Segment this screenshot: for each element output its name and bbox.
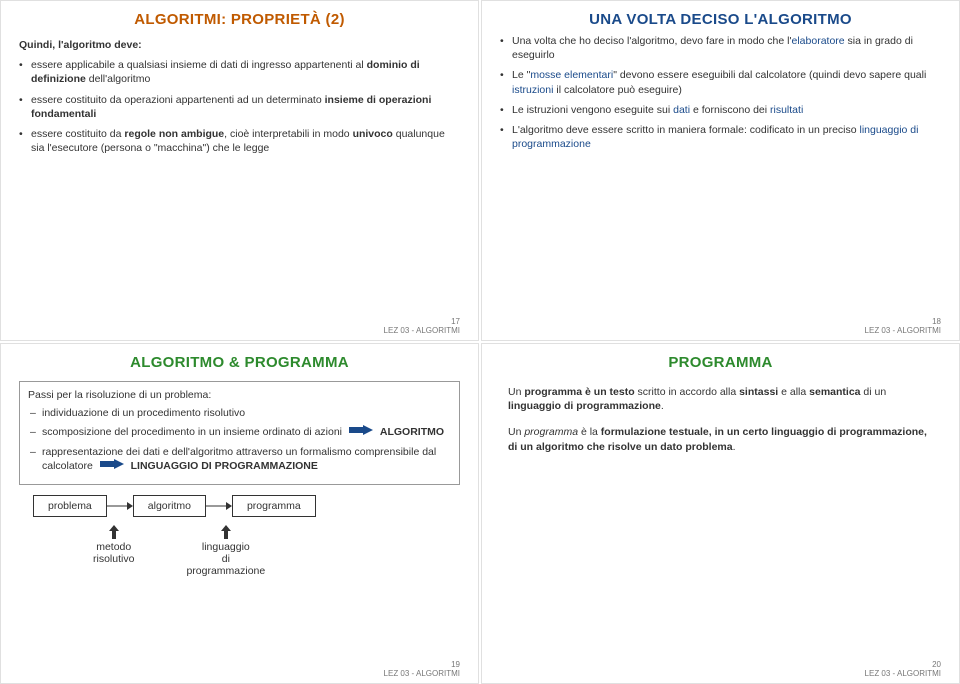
highlight: mosse elementari bbox=[530, 69, 613, 81]
slide-footer: 17 LEZ 03 - ALGORITMI bbox=[19, 314, 460, 336]
slide-18: UNA VOLTA DECISO L'ALGORITMO Una volta c… bbox=[481, 0, 960, 341]
footer-label: LEZ 03 - ALGORITMI bbox=[19, 327, 460, 336]
highlight: dati bbox=[673, 104, 690, 116]
slide-20: PROGRAMMA Un programma è un testo scritt… bbox=[481, 343, 960, 684]
highlight: istruzioni bbox=[512, 84, 553, 96]
bullet-item: Le istruzioni vengono eseguite sui dati … bbox=[500, 103, 941, 117]
bullet-item: L'algoritmo deve essere scritto in manie… bbox=[500, 123, 941, 151]
flow-labels: metodorisolutivo linguaggiodiprogrammazi… bbox=[47, 525, 460, 577]
slide-17: ALGORITMI: PROPRIETÀ (2) Quindi, l'algor… bbox=[0, 0, 479, 341]
dash-item: individuazione di un procedimento risolu… bbox=[28, 406, 451, 420]
bullet-item: essere costituito da operazioni apparten… bbox=[19, 93, 460, 121]
slide-title: PROGRAMMA bbox=[500, 354, 941, 371]
arrow-icon bbox=[349, 425, 373, 439]
footer-label: LEZ 03 - ALGORITMI bbox=[19, 670, 460, 679]
paragraph: Un programma è la formulazione testuale,… bbox=[508, 425, 933, 453]
arrow-icon bbox=[206, 495, 232, 517]
bullet-item: essere costituito da regole non ambigue,… bbox=[19, 127, 460, 155]
slide-content: Passi per la risoluzione di un problema:… bbox=[19, 377, 460, 577]
box-intro: Passi per la risoluzione di un problema: bbox=[28, 388, 451, 402]
arrow-icon bbox=[100, 459, 124, 473]
slide-title: UNA VOLTA DECISO L'ALGORITMO bbox=[500, 11, 941, 28]
flow-box-programma: programma bbox=[232, 495, 316, 517]
slide-title: ALGORITMO & PROGRAMMA bbox=[19, 354, 460, 371]
bullet-item: Le "mosse elementari" devono essere eseg… bbox=[500, 68, 941, 96]
slide-content: Una volta che ho deciso l'algoritmo, dev… bbox=[500, 34, 941, 157]
slide-footer: 18 LEZ 03 - ALGORITMI bbox=[500, 314, 941, 336]
flow-boxes: problema algoritmo programma bbox=[33, 495, 460, 517]
footer-label: LEZ 03 - ALGORITMI bbox=[500, 327, 941, 336]
slide-19: ALGORITMO & PROGRAMMA Passi per la risol… bbox=[0, 343, 479, 684]
slide-footer: 20 LEZ 03 - ALGORITMI bbox=[500, 657, 941, 679]
slide-title: ALGORITMI: PROPRIETÀ (2) bbox=[19, 11, 460, 28]
paragraph: Un programma è un testo scritto in accor… bbox=[508, 385, 933, 413]
arrow-up-icon bbox=[221, 525, 231, 539]
bullet-item: Una volta che ho deciso l'algoritmo, dev… bbox=[500, 34, 941, 62]
footer-label: LEZ 03 - ALGORITMI bbox=[500, 670, 941, 679]
flow-box-algoritmo: algoritmo bbox=[133, 495, 206, 517]
bullet-item: essere applicabile a qualsiasi insieme d… bbox=[19, 58, 460, 86]
slide-footer: 19 LEZ 03 - ALGORITMI bbox=[19, 657, 460, 679]
intro-text: Quindi, l'algoritmo deve: bbox=[19, 38, 460, 52]
slide-content: Un programma è un testo scritto in accor… bbox=[500, 377, 941, 454]
highlight: risultati bbox=[770, 104, 803, 116]
slide-content: Quindi, l'algoritmo deve: essere applica… bbox=[19, 34, 460, 161]
highlight: elaboratore bbox=[792, 35, 845, 47]
flow-box-problema: problema bbox=[33, 495, 107, 517]
dash-item: rappresentazione dei dati e dell'algorit… bbox=[28, 445, 451, 473]
dash-item: scomposizione del procedimento in un ins… bbox=[28, 425, 451, 439]
flow-label-metodo: metodorisolutivo bbox=[93, 525, 134, 577]
arrow-icon bbox=[107, 495, 133, 517]
flow-label-linguaggio: linguaggiodiprogrammazione bbox=[186, 525, 265, 577]
steps-box: Passi per la risoluzione di un problema:… bbox=[19, 381, 460, 485]
arrow-up-icon bbox=[109, 525, 119, 539]
